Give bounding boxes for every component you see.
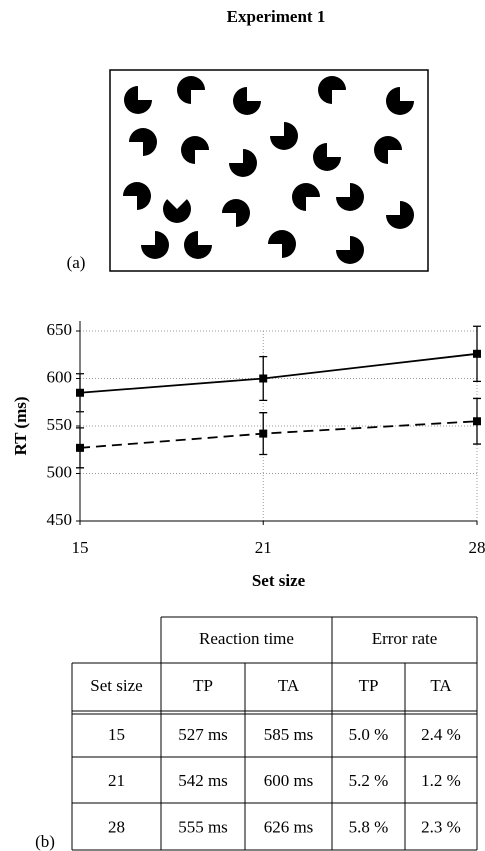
- column-header: TP: [359, 676, 379, 695]
- y-tick-label: 650: [47, 320, 73, 339]
- marker: [76, 443, 84, 452]
- table-cell: 28: [108, 817, 125, 836]
- line-chart: 450 500 550 600 650 15 21 28 Set size RT (ms): [11, 320, 485, 590]
- marker: [259, 429, 268, 438]
- table-cell: 5.0 %: [349, 725, 389, 744]
- table-cell: 585 ms: [264, 725, 314, 744]
- table-cell: 542 ms: [178, 771, 228, 790]
- group-header: Reaction time: [199, 629, 294, 648]
- panel-label: (a): [67, 253, 86, 272]
- marker: [76, 388, 84, 397]
- column-header: TA: [430, 676, 452, 695]
- table-cell: 1.2 %: [421, 771, 461, 790]
- marker: [473, 349, 481, 358]
- column-header: TP: [193, 676, 213, 695]
- marker: [473, 417, 481, 426]
- table-cell: 5.2 %: [349, 771, 389, 790]
- figure-title: Experiment 1: [227, 7, 326, 26]
- x-axis-label: Set size: [252, 571, 306, 590]
- y-axis-label: RT (ms): [11, 396, 30, 455]
- table-cell: 2.3 %: [421, 817, 461, 836]
- table-cell: 527 ms: [178, 725, 228, 744]
- table-cell: 21: [108, 771, 125, 790]
- series-line: [79, 420, 478, 449]
- x-tick-label: 15: [72, 538, 89, 557]
- series-line: [79, 352, 478, 394]
- table-cell: 2.4 %: [421, 725, 461, 744]
- x-tick-label: 21: [255, 538, 272, 557]
- table-cell: 555 ms: [178, 817, 228, 836]
- y-tick-label: 450: [47, 510, 73, 529]
- column-header: Set size: [90, 676, 142, 695]
- y-tick-label: 600: [47, 367, 73, 386]
- results-table: Reaction time Error rate Set size TP TA TP TA 1…: [71, 616, 478, 851]
- table-cell: 600 ms: [264, 771, 314, 790]
- stimulus-display: [109, 69, 429, 272]
- table-cell: 15: [108, 725, 125, 744]
- marker: [259, 374, 268, 383]
- table-cell: 626 ms: [264, 817, 314, 836]
- table-cell: 5.8 %: [349, 817, 389, 836]
- y-tick-label: 500: [47, 462, 73, 481]
- column-header: TA: [278, 676, 300, 695]
- y-tick-label: 550: [47, 415, 73, 434]
- panel-label: (b): [35, 832, 55, 851]
- x-tick-label: 28: [469, 538, 485, 557]
- group-header: Error rate: [372, 629, 438, 648]
